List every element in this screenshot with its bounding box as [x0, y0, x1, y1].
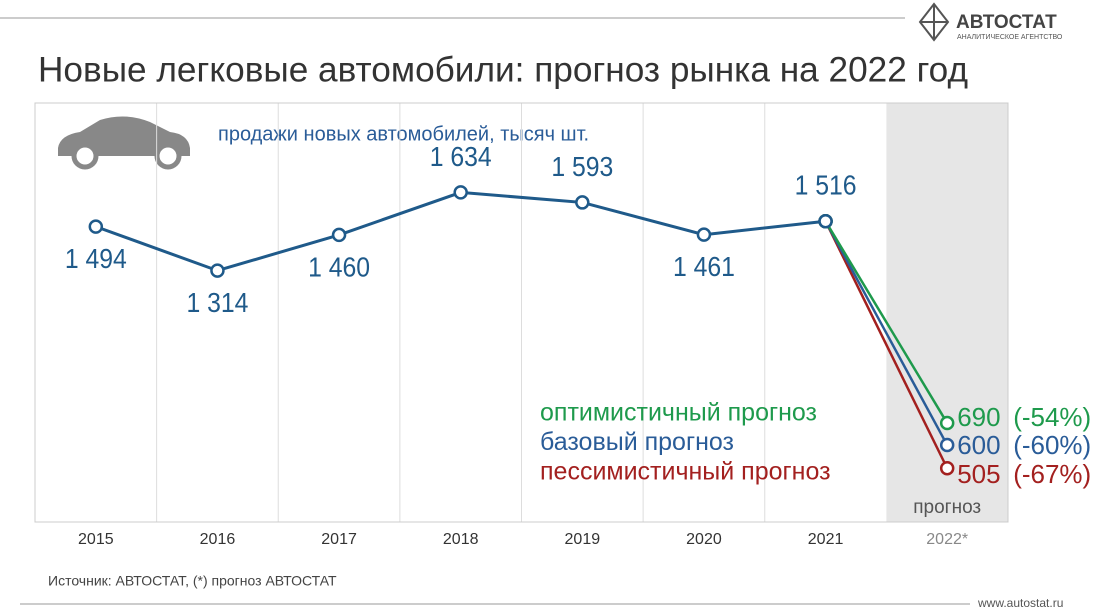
data-point: [818, 213, 833, 229]
data-label: 1 516: [795, 170, 857, 201]
logo-name: АВТОСТАТ: [956, 12, 1057, 33]
series-line: [824, 220, 949, 424]
x-tick-label: 2020: [686, 531, 722, 548]
data-point: [88, 219, 104, 234]
data-label: 690: [957, 402, 1000, 432]
x-tick-label: 2018: [443, 531, 479, 548]
x-tick-label: 2022*: [926, 531, 968, 548]
data-point: [939, 461, 955, 476]
x-tick-label: 2016: [200, 531, 236, 548]
data-point: [939, 415, 955, 431]
change-label: (-67%): [1013, 459, 1091, 489]
chart-title: Новые легковые автомобили: прогноз рынка…: [38, 50, 968, 89]
legend-entry: пессимистичный прогноз: [540, 458, 831, 486]
source: Источник: АВТОСТАТ, (*) прогноз АВТОСТАТ: [48, 573, 337, 589]
data-label: 1 461: [673, 251, 735, 282]
legend-entry: базовый прогноз: [540, 428, 734, 456]
data-label: 505: [957, 459, 1000, 489]
logo-icon: [918, 2, 950, 42]
plot-border: [34, 102, 1009, 523]
data-label: 600: [957, 430, 1000, 460]
x-tick-label: 2015: [78, 531, 114, 548]
logo-tagline: АНАЛИТИЧЕСКОЕ АГЕНТСТВО: [957, 34, 1063, 41]
series-line: [824, 220, 949, 469]
forecast-label: прогноз: [913, 497, 981, 518]
data-point: [696, 227, 712, 242]
data-point: [453, 185, 468, 200]
data-label: 1 314: [186, 287, 248, 318]
change-label: (-54%): [1013, 402, 1091, 432]
data-label: 1 634: [430, 141, 492, 172]
data-point: [939, 437, 955, 453]
car-icon: [58, 116, 190, 170]
chart-subtitle: продажи новых автомобилей, тысяч шт.: [218, 123, 589, 145]
change-label: (-60%): [1013, 430, 1091, 460]
legend-entry: оптимистичный прогноз: [540, 399, 817, 427]
data-label: 1 593: [551, 151, 613, 182]
data-point: [575, 195, 590, 210]
data-point: [331, 227, 347, 243]
data-point: [210, 263, 225, 278]
x-tick-label: 2019: [565, 531, 601, 548]
x-tick-label: 2017: [321, 531, 357, 548]
x-tick-label: 2021: [808, 531, 844, 548]
url: www.autostat.ru: [977, 596, 1063, 610]
series-line: [824, 220, 949, 446]
data-label: 1 494: [65, 243, 127, 274]
data-label: 1 460: [308, 251, 370, 282]
